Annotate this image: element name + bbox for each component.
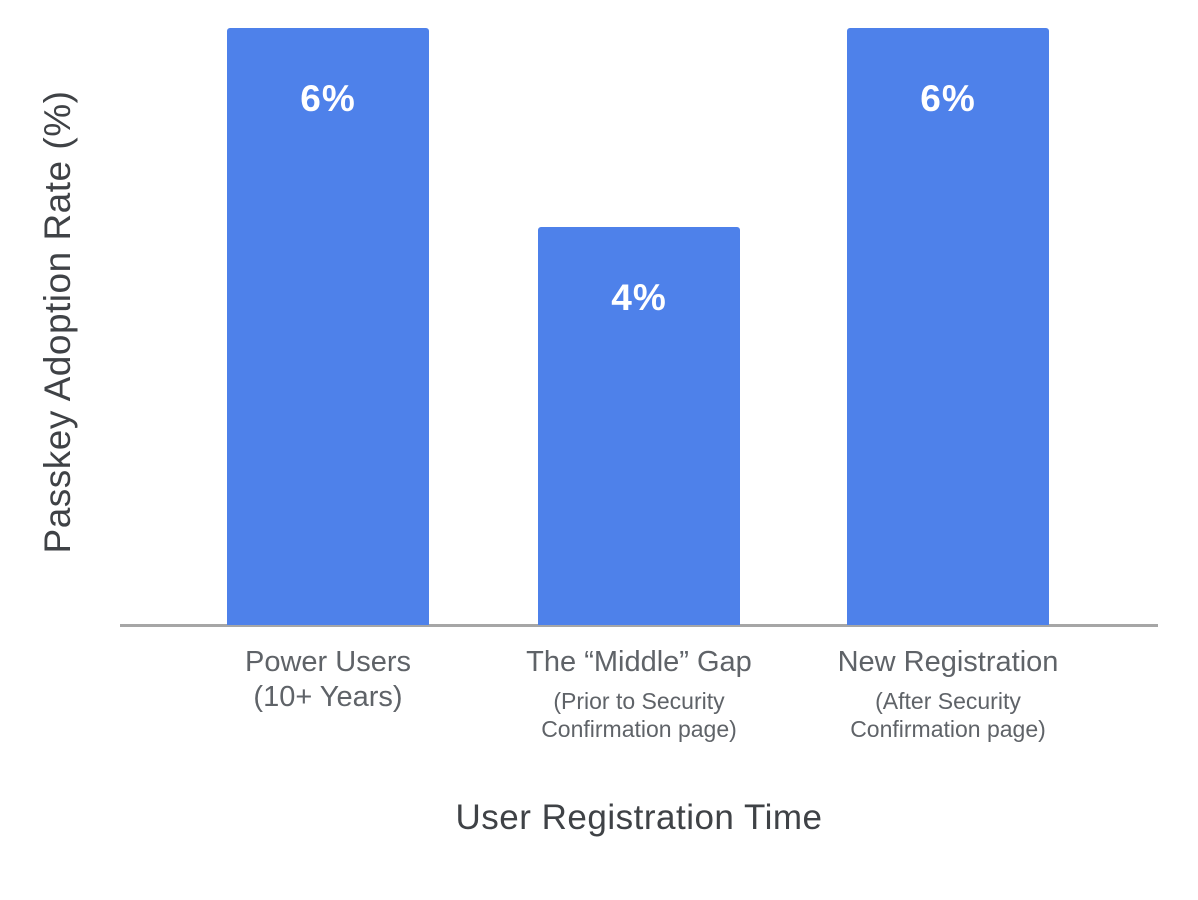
category-power-users: Power Users (10+ Years) (178, 645, 478, 715)
category-label: Power Users (10+ Years) (245, 646, 411, 713)
bar-middle-gap: 4% (538, 227, 740, 625)
category-note: (Prior to Security Confirmation page) (541, 688, 737, 742)
bar-value-label: 6% (300, 78, 356, 119)
bar-value-label: 4% (611, 277, 667, 318)
category-new-registration: New Registration (After Security Confirm… (798, 645, 1098, 743)
category-note: (After Security Confirmation page) (850, 688, 1046, 742)
bar-new-registration: 6% (847, 28, 1049, 625)
x-axis-line (120, 624, 1158, 627)
category-label: New Registration (837, 646, 1059, 678)
bar-value-label: 6% (920, 78, 976, 119)
category-label: The “Middle” Gap (526, 646, 752, 678)
x-axis-title: User Registration Time (455, 798, 823, 837)
bar-power-users: 6% (227, 28, 429, 625)
y-axis-title: Passkey Adoption Rate (%) (37, 90, 78, 554)
category-middle-gap: The “Middle” Gap (Prior to Security Conf… (489, 645, 789, 743)
plot-area: 6% 4% 6% (120, 28, 1158, 627)
